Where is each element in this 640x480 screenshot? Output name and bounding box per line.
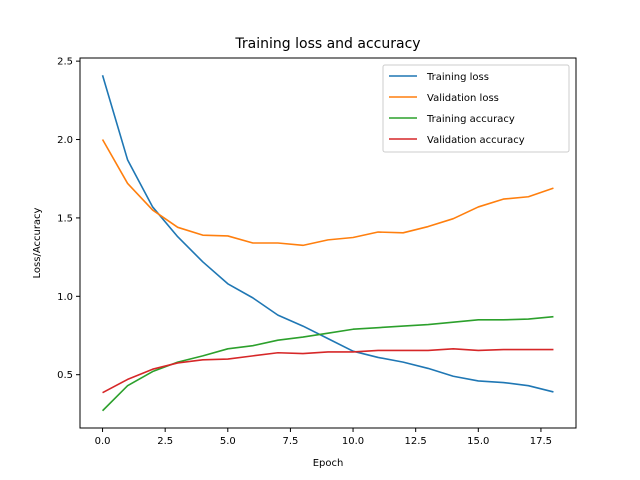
x-tick-label: 17.5: [530, 436, 552, 447]
legend-label: Training accuracy: [426, 114, 515, 125]
legend: Training loss Validation loss Training acc…: [382, 64, 570, 153]
y-axis-label: Loss/Accuracy: [32, 207, 43, 278]
series-line-validation-accuracy: [102, 348, 554, 394]
series-line-training-loss: [101, 75, 554, 393]
x-tick-label: 7.5: [282, 436, 298, 447]
legend-label: Validation accuracy: [427, 135, 525, 146]
chart-title: Training loss and accuracy: [234, 36, 420, 52]
x-tick-label: 0.0: [95, 436, 111, 447]
y-tick-label: 2.0: [57, 135, 73, 146]
series-line-validation-loss: [101, 139, 554, 247]
x-tick-label: 10.0: [342, 436, 364, 447]
legend-label: Validation loss: [427, 93, 499, 104]
legend-box: [382, 64, 570, 153]
y-tick-label: 2.5: [57, 57, 73, 68]
axes-frame: [79, 57, 577, 429]
series-layer: [101, 75, 554, 412]
x-tick-label: 5.0: [220, 436, 236, 447]
x-axis: 0.0 2.5 5.0 7.5 10.0 12.5 15.0 17.5: [95, 428, 552, 447]
x-axis-label: Epoch: [313, 458, 344, 469]
y-axis: 0.5 1.0 1.5 2.0 2.5: [57, 57, 80, 381]
y-tick-label: 1.5: [57, 213, 73, 224]
legend-label: Training loss: [426, 72, 489, 83]
y-tick-label: 1.0: [57, 292, 73, 303]
x-tick-label: 2.5: [157, 436, 173, 447]
y-tick-label: 0.5: [57, 370, 73, 381]
x-tick-label: 12.5: [405, 436, 427, 447]
x-tick-label: 15.0: [467, 436, 489, 447]
